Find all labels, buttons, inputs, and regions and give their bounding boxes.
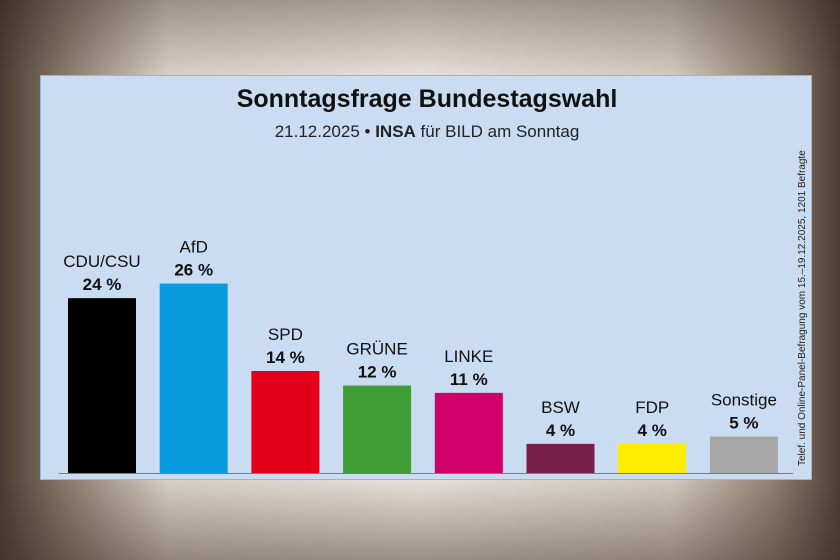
bar-chart: 24 % CDU/CSU 26 % AfD 14 % SPD 12 % GRÜNE 11 % LI… — [59, 238, 793, 474]
chart-panel: Sonntagsfrage Bundestagswahl 21.12.2025 … — [40, 75, 812, 480]
bar-cdu-csu — [68, 298, 136, 473]
background-top — [0, 0, 840, 75]
subtitle-date: 21.12.2025 • — [274, 122, 371, 141]
subtitle-institute: INSA — [375, 122, 416, 141]
bar-value-label: 4 % — [638, 421, 667, 440]
bar-category-label: Sonstige — [711, 391, 777, 410]
bar-grüne — [343, 385, 412, 473]
bar-sonstige — [709, 436, 778, 473]
bar-afd — [159, 283, 228, 473]
bar-category-label: LINKE — [444, 347, 493, 366]
bar-value-label: 26 % — [174, 261, 213, 280]
background-bottom — [0, 480, 840, 560]
bar-category-label: GRÜNE — [346, 340, 407, 359]
bar-value-label: 14 % — [266, 348, 305, 367]
bar-category-label: FDP — [635, 398, 669, 417]
survey-note: Telef. und Online-Panel-Befragung vom 15… — [797, 150, 808, 466]
bar-value-label: 5 % — [729, 414, 758, 433]
bar-value-label: 11 % — [450, 370, 488, 389]
bar-spd — [251, 371, 320, 473]
bar-category-label: CDU/CSU — [63, 252, 140, 271]
bar-bsw — [526, 443, 595, 473]
bar-category-label: BSW — [541, 398, 580, 417]
bar-value-label: 4 % — [546, 421, 575, 440]
chart-title: Sonntagsfrage Bundestagswahl — [236, 85, 618, 113]
chart-subtitle: 21.12.2025 • INSA für BILD am Sonntag — [41, 122, 813, 142]
bar-linke — [434, 392, 503, 473]
bar-category-label: AfD — [180, 238, 208, 257]
bar-value-label: 12 % — [358, 363, 397, 382]
bar-fdp — [618, 443, 687, 473]
bar-category-label: SPD — [268, 325, 303, 344]
subtitle-client: für BILD am Sonntag — [420, 122, 580, 141]
bar-value-label: 24 % — [83, 275, 122, 294]
